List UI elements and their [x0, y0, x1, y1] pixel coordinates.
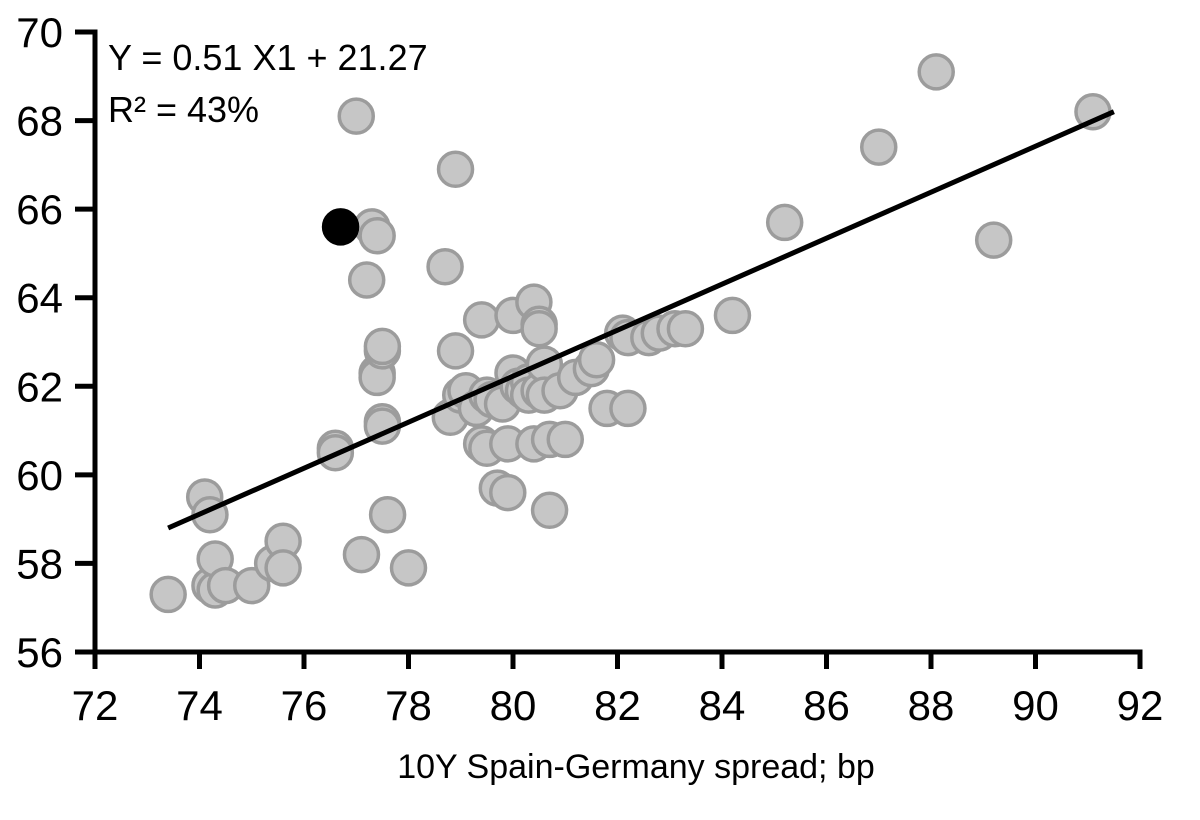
data-point-marker — [489, 473, 527, 512]
data-point-marker — [347, 261, 386, 299]
r-squared-label: R² = 43% — [108, 89, 259, 130]
x-tick-label: 74 — [176, 682, 223, 729]
x-tick-label: 80 — [490, 682, 537, 729]
x-tick-label: 84 — [699, 682, 746, 729]
highlighted-data-point — [321, 208, 360, 246]
data-point-marker — [520, 309, 558, 348]
data-point-marker — [462, 301, 501, 339]
y-tick-label: 58 — [16, 540, 63, 587]
x-tick-label: 92 — [1117, 682, 1164, 729]
data-point-marker — [426, 247, 464, 286]
trendline — [167, 109, 1115, 531]
x-tick-label: 90 — [1012, 682, 1059, 729]
data-points — [149, 53, 1112, 614]
y-tick-label: 66 — [16, 186, 63, 233]
data-point-marker — [337, 97, 375, 135]
data-point-marker — [436, 150, 475, 189]
data-point-marker — [149, 575, 187, 614]
x-axis-tick-labels: 72 74 76 78 80 82 84 86 88 90 92 — [72, 682, 1164, 729]
data-point-marker — [713, 296, 752, 335]
y-tick-label: 62 — [16, 363, 63, 410]
data-point-marker — [530, 491, 569, 530]
highlighted-point-marker — [321, 208, 360, 246]
data-point-marker — [577, 340, 616, 379]
y-tick-label: 68 — [16, 98, 63, 145]
data-point-marker — [765, 203, 804, 242]
data-point-marker — [609, 389, 647, 428]
data-point-marker — [974, 221, 1013, 259]
x-axis-title: 10Y Spain-Germany spread; bp — [397, 748, 875, 786]
data-point-marker — [389, 549, 428, 587]
data-point-marker — [264, 549, 302, 587]
data-point-marker — [342, 535, 381, 574]
data-point-marker — [860, 128, 898, 166]
data-point-marker — [363, 327, 402, 366]
data-point-marker — [368, 495, 407, 534]
data-point-marker — [666, 309, 705, 348]
y-tick-label: 70 — [16, 9, 63, 56]
y-tick-label: 60 — [16, 452, 63, 499]
data-point-marker — [917, 53, 955, 91]
tick-marks — [75, 29, 1143, 669]
y-tick-label: 56 — [16, 629, 63, 676]
data-point-marker — [358, 216, 396, 255]
regression-line — [167, 109, 1115, 531]
x-tick-label: 82 — [594, 682, 641, 729]
x-tick-label: 78 — [385, 682, 432, 729]
data-point-marker — [546, 420, 584, 459]
data-point-marker — [436, 332, 475, 370]
x-tick-label: 72 — [72, 682, 119, 729]
regression-equation-label: Y = 0.51 X1 + 21.27 — [108, 37, 428, 78]
x-tick-label: 76 — [281, 682, 328, 729]
y-axis-tick-labels: 56 58 60 62 64 66 68 70 — [16, 9, 63, 676]
y-tick-label: 64 — [16, 275, 63, 322]
x-tick-label: 86 — [803, 682, 850, 729]
x-tick-label: 88 — [908, 682, 955, 729]
